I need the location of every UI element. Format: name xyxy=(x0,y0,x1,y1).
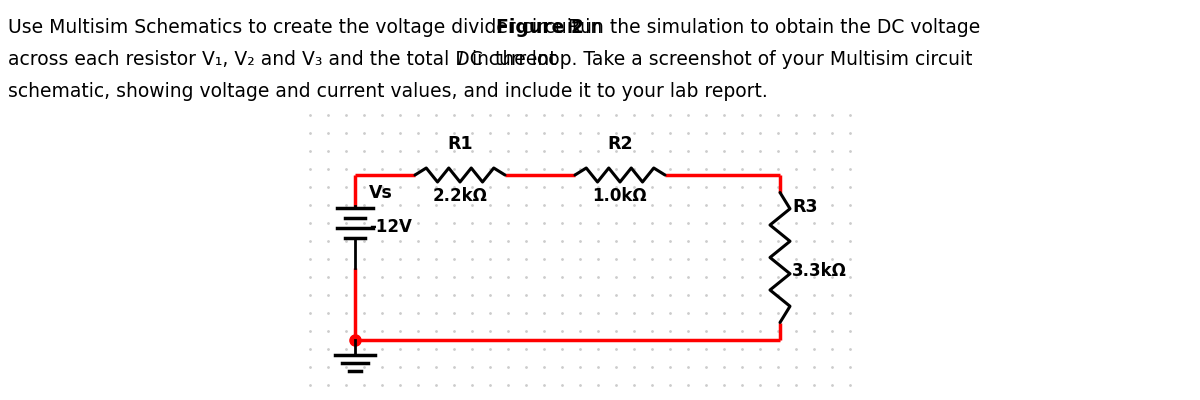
Text: R2: R2 xyxy=(607,135,632,153)
Text: R3: R3 xyxy=(792,198,817,216)
Text: . Run the simulation to obtain the DC voltage: . Run the simulation to obtain the DC vo… xyxy=(556,18,979,37)
Text: schematic, showing voltage and current values, and include it to your lab report: schematic, showing voltage and current v… xyxy=(8,82,768,101)
Text: 2.2kΩ: 2.2kΩ xyxy=(432,187,487,205)
Text: Figure 2: Figure 2 xyxy=(496,18,583,37)
Text: in the loop. Take a screenshot of your Multisim circuit: in the loop. Take a screenshot of your M… xyxy=(466,50,972,69)
Text: I: I xyxy=(458,50,463,69)
Text: across each resistor V₁, V₂ and V₃ and the total DC current: across each resistor V₁, V₂ and V₃ and t… xyxy=(8,50,563,69)
Text: -12V: -12V xyxy=(370,218,412,236)
Text: 3.3kΩ: 3.3kΩ xyxy=(792,262,847,280)
Text: Vs: Vs xyxy=(370,184,392,202)
Text: R1: R1 xyxy=(448,135,473,153)
Text: Use Multisim Schematics to create the voltage divider circuit in: Use Multisim Schematics to create the vo… xyxy=(8,18,608,37)
Text: 1.0kΩ: 1.0kΩ xyxy=(593,187,647,205)
